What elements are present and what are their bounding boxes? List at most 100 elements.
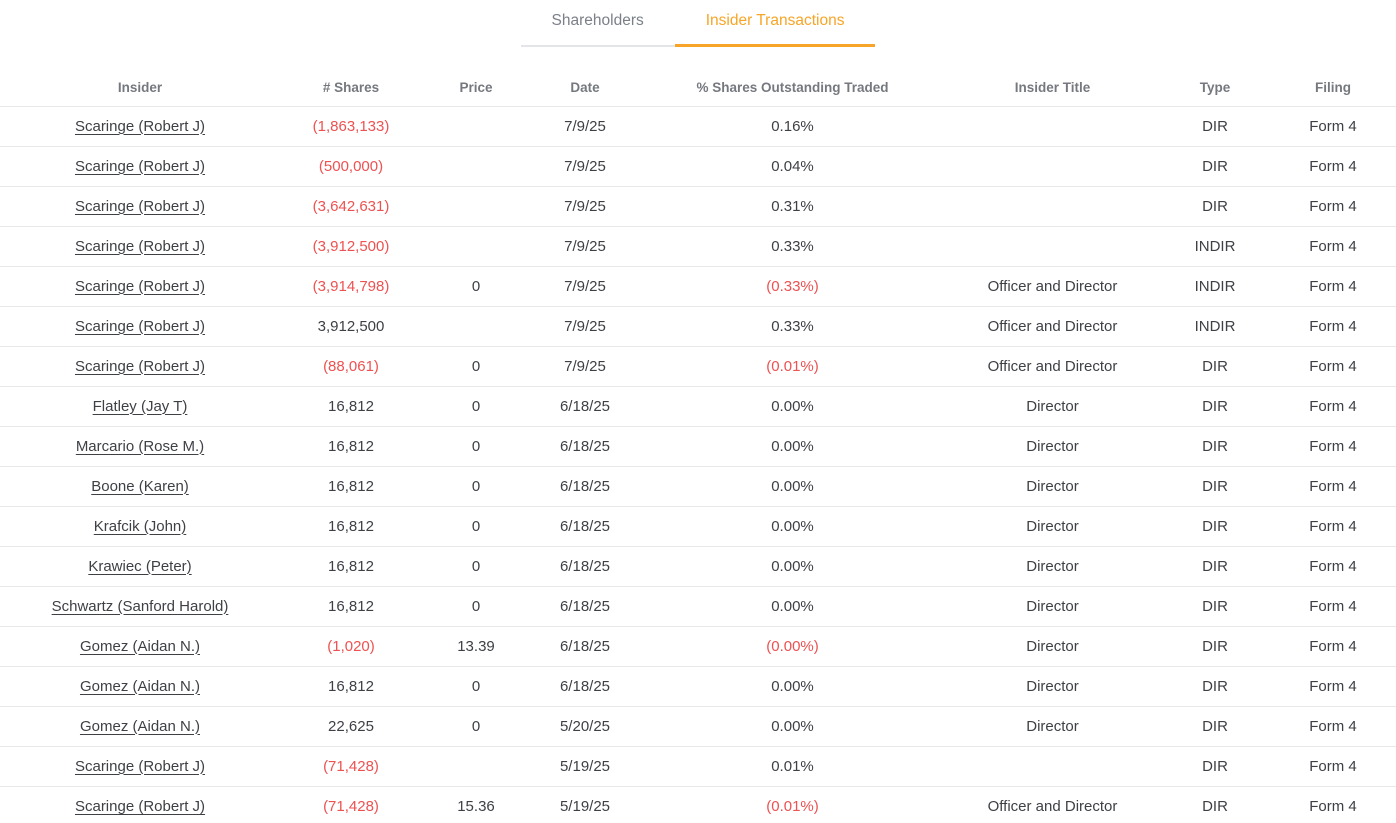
table-row: Scaringe (Robert J) (3,642,631) 7/9/25 0… — [0, 185, 1396, 226]
pct-outstanding-cell: 0.31% — [640, 185, 945, 226]
insider-link[interactable]: Scaringe (Robert J) — [74, 277, 206, 295]
pct-outstanding-cell: (0.33%) — [640, 265, 945, 306]
insider-cell: Scaringe (Robert J) — [0, 105, 280, 146]
table-body: Scaringe (Robert J) (1,863,133) 7/9/25 0… — [0, 105, 1396, 823]
filing-cell: Form 4 — [1270, 465, 1396, 506]
insider-link[interactable]: Scaringe (Robert J) — [74, 197, 206, 215]
insider-link[interactable]: Gomez (Aidan N.) — [79, 717, 201, 735]
insider-link[interactable]: Schwartz (Sanford Harold) — [51, 597, 229, 615]
shares-cell: (71,428) — [280, 745, 422, 786]
pct-outstanding-cell: (0.01%) — [640, 345, 945, 386]
insider-title-cell: Officer and Director — [945, 305, 1160, 346]
insider-link[interactable]: Krafcik (John) — [93, 517, 187, 535]
type-cell: INDIR — [1160, 225, 1270, 266]
insider-link[interactable]: Gomez (Aidan N.) — [79, 677, 201, 695]
shares-cell: 16,812 — [280, 385, 422, 426]
shares-cell: (500,000) — [280, 145, 422, 186]
insider-link[interactable]: Scaringe (Robert J) — [74, 237, 206, 255]
shares-cell: (1,863,133) — [280, 105, 422, 146]
insider-title-cell: Officer and Director — [945, 785, 1160, 823]
filing-cell: Form 4 — [1270, 145, 1396, 186]
shares-cell: (88,061) — [280, 345, 422, 386]
insider-cell: Scaringe (Robert J) — [0, 265, 280, 306]
insider-title-cell: Director — [945, 385, 1160, 426]
insider-cell: Scaringe (Robert J) — [0, 785, 280, 823]
filing-cell: Form 4 — [1270, 425, 1396, 466]
filing-cell: Form 4 — [1270, 225, 1396, 266]
insider-cell: Scaringe (Robert J) — [0, 305, 280, 346]
insider-cell: Scaringe (Robert J) — [0, 185, 280, 226]
price-cell: 0 — [422, 425, 530, 466]
column-header-insider: Insider — [117, 79, 163, 95]
price-cell: 0 — [422, 705, 530, 746]
table-row: Krafcik (John) 16,812 0 6/18/25 0.00% Di… — [0, 505, 1396, 546]
pct-outstanding-cell: 0.00% — [640, 425, 945, 466]
type-cell: DIR — [1160, 625, 1270, 666]
type-cell: DIR — [1160, 465, 1270, 506]
date-cell: 6/18/25 — [530, 585, 640, 626]
pct-outstanding-cell: 0.00% — [640, 505, 945, 546]
table-row: Scaringe (Robert J) (1,863,133) 7/9/25 0… — [0, 105, 1396, 146]
table-row: Scaringe (Robert J) (88,061) 0 7/9/25 (0… — [0, 345, 1396, 386]
date-cell: 6/18/25 — [530, 465, 640, 506]
type-cell: DIR — [1160, 345, 1270, 386]
shares-cell: 16,812 — [280, 545, 422, 586]
pct-outstanding-cell: 0.33% — [640, 225, 945, 266]
tab-insider-transactions[interactable]: Insider Transactions — [674, 9, 876, 47]
date-cell: 6/18/25 — [530, 545, 640, 586]
insider-cell: Schwartz (Sanford Harold) — [0, 585, 280, 626]
type-cell: DIR — [1160, 785, 1270, 823]
filing-cell: Form 4 — [1270, 265, 1396, 306]
insider-title-cell — [945, 145, 1160, 186]
price-cell: 0 — [422, 545, 530, 586]
table-row: Gomez (Aidan N.) (1,020) 13.39 6/18/25 (… — [0, 625, 1396, 666]
filing-cell: Form 4 — [1270, 705, 1396, 746]
table-row: Scaringe (Robert J) (71,428) 5/19/25 0.0… — [0, 745, 1396, 786]
insider-cell: Flatley (Jay T) — [0, 385, 280, 426]
shares-cell: (71,428) — [280, 785, 422, 823]
column-header-shares: # Shares — [322, 79, 380, 95]
pct-outstanding-cell: 0.00% — [640, 585, 945, 626]
price-cell — [422, 745, 530, 786]
filing-cell: Form 4 — [1270, 505, 1396, 546]
tab-shareholders[interactable]: Shareholders — [520, 9, 675, 47]
price-cell: 0 — [422, 465, 530, 506]
insider-link[interactable]: Boone (Karen) — [91, 477, 189, 495]
insider-link[interactable]: Scaringe (Robert J) — [74, 317, 206, 335]
insider-link[interactable]: Scaringe (Robert J) — [74, 757, 206, 775]
table-row: Flatley (Jay T) 16,812 0 6/18/25 0.00% D… — [0, 385, 1396, 426]
insider-title-cell — [945, 745, 1160, 786]
pct-outstanding-cell: 0.00% — [640, 705, 945, 746]
column-header-insider-title: Insider Title — [1014, 79, 1091, 95]
type-cell: DIR — [1160, 545, 1270, 586]
pct-outstanding-cell: 0.00% — [640, 545, 945, 586]
insider-title-cell: Director — [945, 585, 1160, 626]
insider-title-cell: Director — [945, 665, 1160, 706]
insider-link[interactable]: Scaringe (Robert J) — [74, 797, 206, 815]
pct-outstanding-cell: 0.33% — [640, 305, 945, 346]
insider-link[interactable]: Flatley (Jay T) — [92, 397, 188, 415]
shares-cell: 22,625 — [280, 705, 422, 746]
insider-title-cell: Officer and Director — [945, 265, 1160, 306]
date-cell: 6/18/25 — [530, 625, 640, 666]
date-cell: 6/18/25 — [530, 505, 640, 546]
pct-outstanding-cell: 0.01% — [640, 745, 945, 786]
date-cell: 5/19/25 — [530, 785, 640, 823]
insider-transactions-table: Insider # Shares Price Date % Shares Out… — [0, 47, 1396, 823]
insider-link[interactable]: Scaringe (Robert J) — [74, 117, 206, 135]
price-cell: 0 — [422, 665, 530, 706]
date-cell: 6/18/25 — [530, 665, 640, 706]
insider-link[interactable]: Scaringe (Robert J) — [74, 157, 206, 175]
date-cell: 7/9/25 — [530, 145, 640, 186]
pct-outstanding-cell: 0.00% — [640, 385, 945, 426]
insider-link[interactable]: Gomez (Aidan N.) — [79, 637, 201, 655]
table-row: Scaringe (Robert J) (500,000) 7/9/25 0.0… — [0, 145, 1396, 186]
insider-link[interactable]: Krawiec (Peter) — [88, 557, 192, 575]
type-cell: DIR — [1160, 185, 1270, 226]
date-cell: 6/18/25 — [530, 425, 640, 466]
price-cell: 0 — [422, 505, 530, 546]
insider-title-cell — [945, 185, 1160, 226]
insider-link[interactable]: Marcario (Rose M.) — [75, 437, 205, 455]
table-row: Scaringe (Robert J) (3,912,500) 7/9/25 0… — [0, 225, 1396, 266]
insider-link[interactable]: Scaringe (Robert J) — [74, 357, 206, 375]
